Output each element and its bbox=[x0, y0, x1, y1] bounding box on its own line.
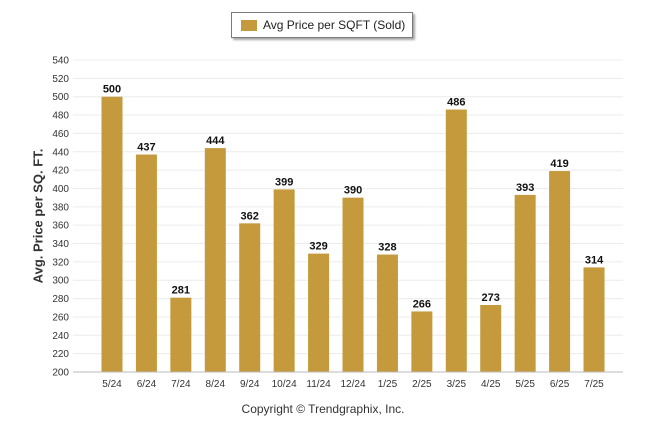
x-tick-label: 9/24 bbox=[240, 379, 260, 390]
x-tick-label: 5/25 bbox=[515, 379, 535, 390]
legend: Avg Price per SQFT (Sold) bbox=[231, 12, 413, 38]
bar bbox=[342, 197, 364, 372]
bar-value-label: 399 bbox=[275, 176, 293, 188]
bar-value-label: 437 bbox=[137, 142, 155, 154]
bar-value-label: 314 bbox=[585, 254, 604, 266]
bar bbox=[480, 305, 502, 372]
y-tick-label: 240 bbox=[52, 331, 69, 342]
bar-value-label: 273 bbox=[482, 292, 500, 304]
y-tick-label: 260 bbox=[52, 312, 69, 323]
bar-value-label: 419 bbox=[550, 158, 568, 170]
x-tick-label: 1/25 bbox=[378, 379, 398, 390]
y-tick-label: 500 bbox=[52, 92, 69, 103]
bar bbox=[170, 297, 192, 372]
x-tick-label: 2/25 bbox=[412, 379, 432, 390]
y-tick-label: 360 bbox=[52, 221, 69, 232]
bar bbox=[445, 109, 467, 372]
bar bbox=[273, 189, 295, 372]
x-tick-label: 3/25 bbox=[447, 379, 467, 390]
y-tick-label: 300 bbox=[52, 276, 69, 287]
y-tick-label: 440 bbox=[52, 147, 69, 158]
y-axis-ticks: 200 220 240 260 280 300 320 340 360 380 400 420 440 4… bbox=[52, 56, 69, 379]
bar-value-label: 362 bbox=[241, 210, 259, 222]
bars bbox=[101, 96, 605, 373]
x-tick-label: 7/24 bbox=[171, 379, 191, 390]
bar-value-label: 266 bbox=[413, 298, 431, 310]
bar bbox=[411, 311, 433, 372]
bar-value-label: 486 bbox=[447, 97, 465, 109]
bar-value-label: 281 bbox=[172, 285, 190, 297]
y-tick-label: 220 bbox=[52, 349, 69, 360]
bar-value-label: 328 bbox=[378, 242, 396, 254]
x-tick-label: 6/25 bbox=[550, 379, 570, 390]
copyright-text: Copyright © Trendgraphix, Inc. bbox=[241, 402, 405, 416]
y-tick-label: 340 bbox=[52, 239, 69, 250]
y-tick-label: 520 bbox=[52, 74, 69, 85]
x-tick-label: 6/24 bbox=[137, 379, 157, 390]
x-tick-label: 7/25 bbox=[584, 379, 604, 390]
bar bbox=[549, 171, 571, 372]
bar bbox=[204, 148, 226, 372]
grid-lines bbox=[73, 59, 623, 373]
y-tick-label: 540 bbox=[52, 56, 69, 67]
y-tick-label: 480 bbox=[52, 111, 69, 122]
bar-value-label: 500 bbox=[103, 84, 121, 96]
x-axis-ticks: 5/24 6/24 7/24 8/24 9/24 10/24 11/24 12/24 1/25 2… bbox=[102, 379, 604, 390]
bar bbox=[135, 154, 157, 372]
y-axis-label: Avg. Price per SQ. FT. bbox=[30, 148, 46, 284]
y-tick-label: 200 bbox=[52, 368, 69, 379]
value-labels: 500 437 281 444 362 399 329 390 328 266 486 273 393 4… bbox=[103, 84, 604, 311]
legend-label: Avg Price per SQFT (Sold) bbox=[263, 18, 406, 32]
y-tick-label: 320 bbox=[52, 257, 69, 268]
x-tick-label: 12/24 bbox=[340, 379, 365, 390]
x-tick-label: 5/24 bbox=[102, 379, 122, 390]
y-tick-label: 380 bbox=[52, 202, 69, 213]
x-tick-label: 11/24 bbox=[306, 379, 331, 390]
bar bbox=[101, 96, 123, 373]
x-tick-label: 8/24 bbox=[206, 379, 226, 390]
bar bbox=[583, 267, 605, 372]
y-tick-label: 460 bbox=[52, 129, 69, 140]
y-tick-label: 280 bbox=[52, 294, 69, 305]
x-tick-label: 10/24 bbox=[272, 379, 297, 390]
bar bbox=[239, 223, 261, 372]
y-tick-label: 420 bbox=[52, 166, 69, 177]
x-tick-label: 4/25 bbox=[481, 379, 501, 390]
bar bbox=[308, 253, 330, 372]
legend-swatch bbox=[241, 19, 257, 31]
bar-value-label: 390 bbox=[344, 185, 362, 197]
bar-value-label: 393 bbox=[516, 182, 534, 194]
bar-value-label: 444 bbox=[206, 135, 225, 147]
y-tick-label: 400 bbox=[52, 184, 69, 195]
bar bbox=[514, 194, 536, 372]
bar-value-label: 329 bbox=[309, 241, 327, 253]
bar bbox=[376, 254, 398, 372]
